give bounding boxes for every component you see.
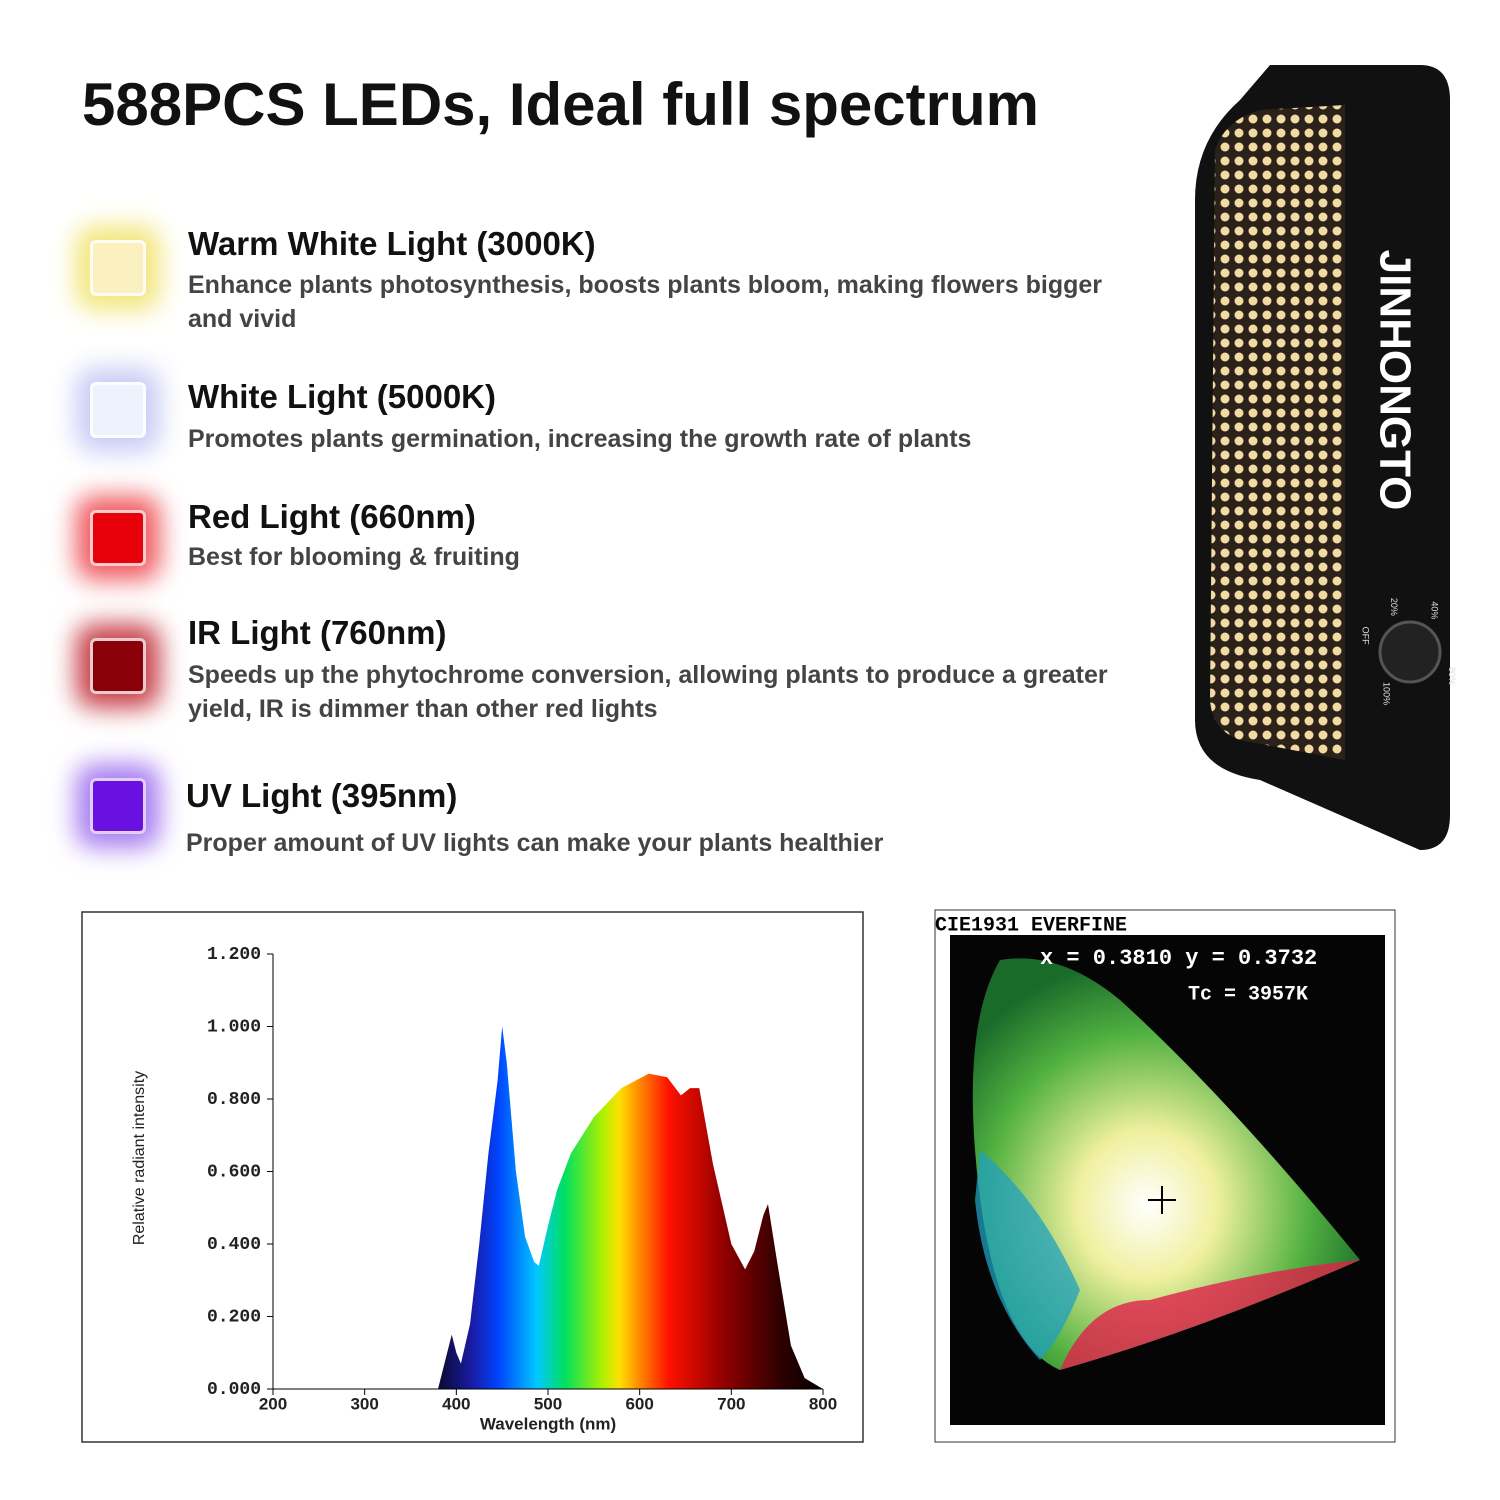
icon-red: [90, 510, 146, 566]
icon-warm-white: [90, 240, 146, 296]
x-tick-label: 700: [717, 1394, 745, 1413]
brand: JINHONGTO: [1370, 250, 1419, 511]
feature-description: Best for blooming & fruiting: [188, 543, 520, 571]
feature-name: IR Light (760nm): [188, 614, 447, 651]
x-tick-label: 500: [534, 1394, 562, 1413]
feature-name: Red Light (660nm): [188, 498, 476, 535]
feature-description: Promotes plants germination, increasing …: [188, 425, 972, 453]
y-tick-label: 1.000: [207, 1017, 261, 1037]
feature-description: Speeds up the phytochrome conversion, al…: [188, 661, 1108, 723]
icon-white: [90, 382, 146, 438]
y-tick-label: 0.600: [207, 1162, 261, 1182]
x-tick-label: 400: [442, 1394, 470, 1413]
dial-label: 80%: [1447, 667, 1457, 685]
y-tick-label: 0.800: [207, 1090, 261, 1110]
cie-blue: [975, 1150, 1080, 1360]
feature-name: Warm White Light (3000K): [188, 225, 596, 262]
feature-name: White Light (5000K): [188, 378, 497, 415]
x-tick-label: 200: [259, 1394, 287, 1413]
y-tick-label: 0.200: [207, 1307, 261, 1327]
x-tick-label: 800: [809, 1394, 837, 1413]
cie-coordinates: x = 0.3810 y = 0.3732: [1040, 946, 1317, 971]
dial-label: 40%: [1430, 601, 1440, 619]
x-axis-label: Wavelength (nm): [480, 1414, 616, 1433]
icon-uv: [90, 778, 146, 834]
y-tick-label: 0.000: [207, 1380, 261, 1400]
x-tick-label: 600: [625, 1394, 653, 1413]
feature-name: UV Light (395nm): [186, 777, 458, 814]
cie-diagram: [972, 958, 1360, 1370]
x-tick-label: 300: [350, 1394, 378, 1413]
product-image: JINHONGTO: [1195, 65, 1450, 850]
dial-label: 100%: [1382, 682, 1392, 705]
dial-label: 20%: [1389, 598, 1399, 616]
y-tick-label: 1.200: [207, 945, 261, 965]
spectrum-area: [438, 1026, 823, 1389]
cie-title: CIE1931 EVERFINE: [935, 914, 1127, 937]
feature-description: Proper amount of UV lights can make your…: [186, 829, 884, 857]
y-tick-label: 0.400: [207, 1235, 261, 1255]
cie-color-temperature: Tc = 3957K: [1188, 983, 1308, 1006]
cie-red: [1060, 1260, 1360, 1370]
feature-description: Enhance plants photosynthesis, boosts pl…: [188, 271, 1103, 333]
y-axis-label: Relative radiant intensity: [131, 1071, 148, 1245]
dial-label: OFF: [1361, 627, 1371, 645]
icon-ir: [90, 638, 146, 694]
title: 588PCS LEDs, Ideal full spectrum: [82, 71, 1039, 138]
